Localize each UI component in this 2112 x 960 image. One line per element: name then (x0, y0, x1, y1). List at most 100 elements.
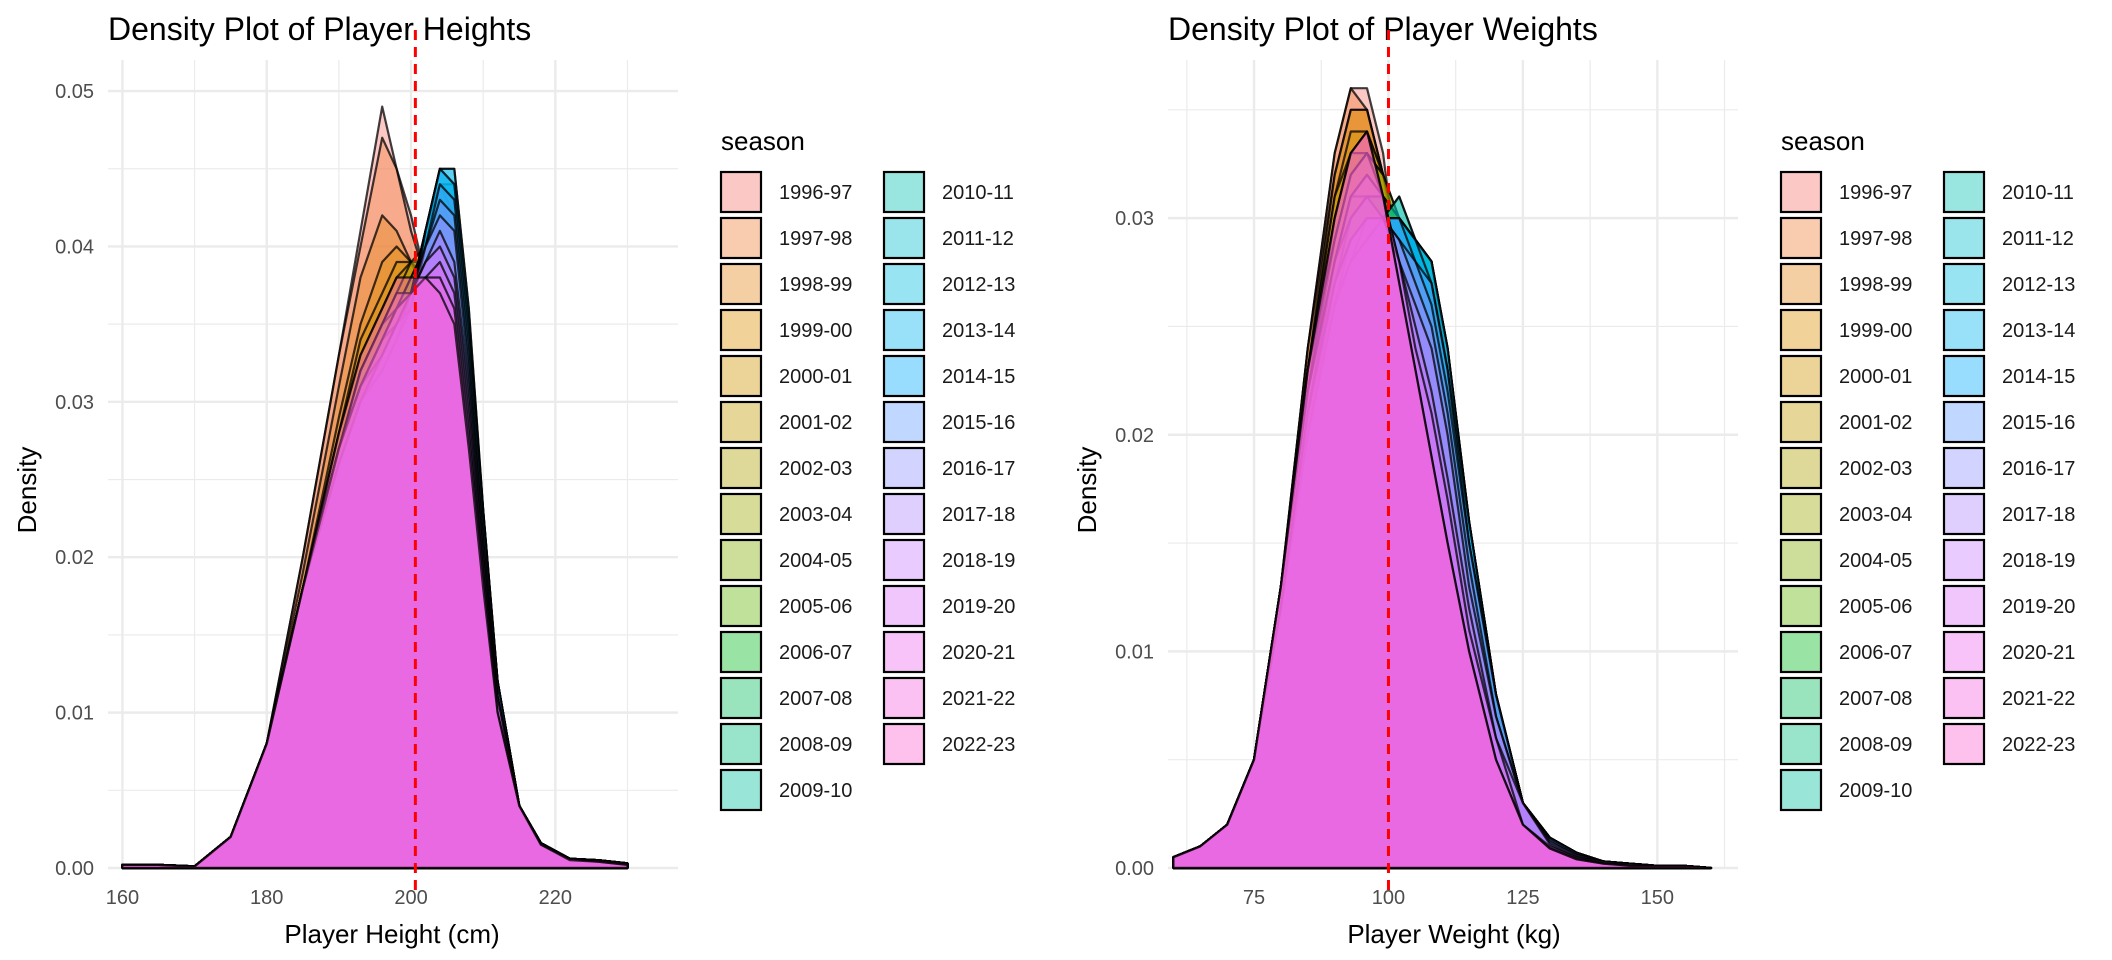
legend-label-2005-06: 2005-06 (1839, 596, 1912, 618)
legend-key-2022-23 (1942, 722, 1986, 766)
legend-key-2019-20 (1942, 584, 1986, 628)
legend-label-2016-17: 2016-17 (2002, 458, 2075, 480)
legend-key-2010-11 (1942, 170, 1986, 214)
height-y-tick-labels: 0.00 0.01 0.02 0.03 0.04 0.05 (55, 81, 94, 880)
height-density-curves (121, 105, 629, 870)
legend-key-2006-07 (1779, 630, 1823, 674)
x-tick-label: 100 (1372, 887, 1405, 909)
legend-label-1999-00: 1999-00 (779, 320, 852, 342)
y-tick-label: 0.01 (55, 703, 94, 725)
legend-key-2015-16 (882, 400, 926, 444)
legend-label-2017-18: 2017-18 (942, 504, 1015, 526)
weight-y-tick-labels: 0.00 0.01 0.02 0.03 (1115, 208, 1154, 880)
weight-density-curves (1172, 87, 1713, 870)
y-tick-label: 0.03 (55, 392, 94, 414)
legend-label-2021-22: 2021-22 (2002, 688, 2075, 710)
legend-key-2002-03 (1779, 446, 1823, 490)
legend-label-2017-18: 2017-18 (2002, 504, 2075, 526)
x-tick-label: 125 (1506, 887, 1539, 909)
legend-key-2010-11 (882, 170, 926, 214)
legend-label-2002-03: 2002-03 (779, 458, 852, 480)
legend-label-2012-13: 2012-13 (942, 274, 1015, 296)
legend-key-2008-09 (719, 722, 763, 766)
legend-label-2018-19: 2018-19 (942, 550, 1015, 572)
legend-label-2004-05: 2004-05 (779, 550, 852, 572)
weight-legend: season 1996-97 1997-98 1998-99 1999-00 2000-… (1779, 126, 2075, 812)
legend-key-1998-99 (1779, 262, 1823, 306)
height-x-tick-labels: 160 180 200 220 (106, 887, 572, 909)
legend-key-2009-10 (1779, 768, 1823, 812)
x-tick-label: 160 (106, 887, 139, 909)
legend-key-1999-00 (1779, 308, 1823, 352)
x-tick-label: 200 (394, 887, 427, 909)
legend-label-2019-20: 2019-20 (942, 596, 1015, 618)
legend-label-2013-14: 2013-14 (942, 320, 1015, 342)
legend-label-1999-00: 1999-00 (1839, 320, 1912, 342)
height-legend: season 1996-97 1997-98 1998-99 1999-00 2000-… (719, 126, 1015, 812)
legend-key-2008-09 (1779, 722, 1823, 766)
height-plot-title: Density Plot of Player Heights (108, 11, 531, 47)
legend-key-2003-04 (719, 492, 763, 536)
legend-label-2005-06: 2005-06 (779, 596, 852, 618)
legend-key-2013-14 (882, 308, 926, 352)
legend-key-2007-08 (1779, 676, 1823, 720)
y-tick-label: 0.03 (1115, 208, 1154, 230)
legend-key-2001-02 (1779, 400, 1823, 444)
legend-key-2011-12 (1942, 216, 1986, 260)
legend-key-2000-01 (719, 354, 763, 398)
legend-label-2007-08: 2007-08 (1839, 688, 1912, 710)
legend-key-2013-14 (1942, 308, 1986, 352)
legend-label-1997-98: 1997-98 (1839, 228, 1912, 250)
legend-label-2014-15: 2014-15 (2002, 366, 2075, 388)
legend-label-2018-19: 2018-19 (2002, 550, 2075, 572)
legend-key-2002-03 (719, 446, 763, 490)
legend-label-2020-21: 2020-21 (2002, 642, 2075, 664)
legend-key-2011-12 (882, 216, 926, 260)
legend-key-2006-07 (719, 630, 763, 674)
legend-key-2001-02 (719, 400, 763, 444)
legend-label-2020-21: 2020-21 (942, 642, 1015, 664)
legend-key-2014-15 (1942, 354, 1986, 398)
legend-label-2022-23: 2022-23 (2002, 734, 2075, 756)
height-legend-title: season (721, 126, 805, 156)
legend-label-2006-07: 2006-07 (779, 642, 852, 664)
legend-label-2014-15: 2014-15 (942, 366, 1015, 388)
legend-label-2003-04: 2003-04 (779, 504, 852, 526)
legend-label-2011-12: 2011-12 (2002, 228, 2074, 250)
height-gridlines (108, 60, 678, 870)
y-tick-label: 0.00 (1115, 858, 1154, 880)
legend-label-2021-22: 2021-22 (942, 688, 1015, 710)
legend-label-2003-04: 2003-04 (1839, 504, 1912, 526)
legend-key-2021-22 (882, 676, 926, 720)
legend-label-2016-17: 2016-17 (942, 458, 1015, 480)
legend-key-1997-98 (1779, 216, 1823, 260)
legend-key-2004-05 (719, 538, 763, 582)
legend-key-2020-21 (1942, 630, 1986, 674)
legend-key-2019-20 (882, 584, 926, 628)
legend-label-1996-97: 1996-97 (779, 182, 852, 204)
height-density-panel: Density Plot of Player Heights 160 180 200… (12, 11, 1015, 949)
legend-key-2015-16 (1942, 400, 1986, 444)
y-tick-label: 0.01 (1115, 641, 1154, 663)
legend-label-2006-07: 2006-07 (1839, 642, 1912, 664)
weight-y-axis-label: Density (1072, 447, 1102, 534)
legend-key-2000-01 (1779, 354, 1823, 398)
legend-key-2007-08 (719, 676, 763, 720)
legend-key-2017-18 (1942, 492, 1986, 536)
legend-key-2020-21 (882, 630, 926, 674)
legend-label-2008-09: 2008-09 (1839, 734, 1912, 756)
legend-key-2009-10 (719, 768, 763, 812)
legend-key-2016-17 (1942, 446, 1986, 490)
legend-label-2010-11: 2010-11 (2002, 182, 2074, 204)
x-tick-label: 75 (1243, 887, 1265, 909)
legend-label-2015-16: 2015-16 (2002, 412, 2075, 434)
legend-label-2009-10: 2009-10 (1839, 780, 1912, 802)
weight-density-2022-23 (1172, 130, 1713, 870)
legend-key-1996-97 (1779, 170, 1823, 214)
legend-label-2012-13: 2012-13 (2002, 274, 2075, 296)
legend-label-2000-01: 2000-01 (779, 366, 852, 388)
legend-key-2003-04 (1779, 492, 1823, 536)
y-tick-label: 0.02 (1115, 425, 1154, 447)
legend-label-2001-02: 2001-02 (779, 412, 852, 434)
